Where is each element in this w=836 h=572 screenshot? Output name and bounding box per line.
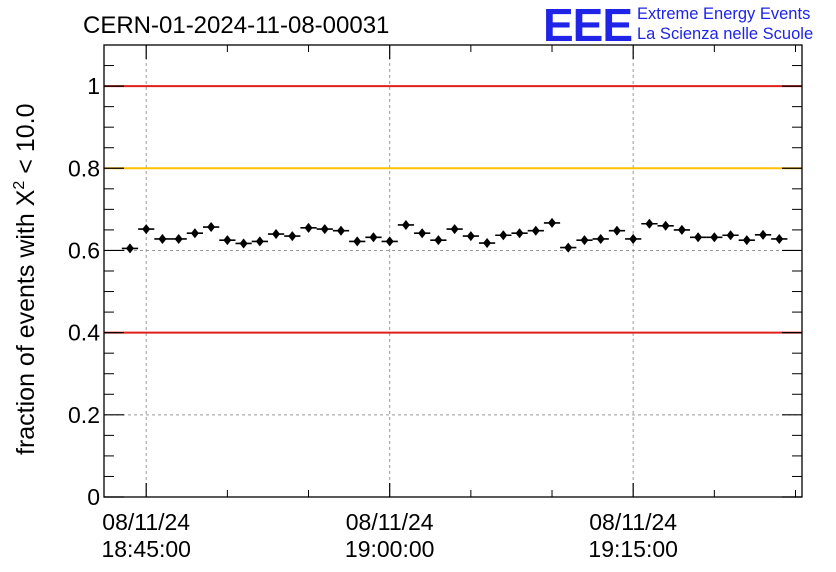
x-tick-time: 18:45:00	[101, 536, 191, 562]
data-point	[381, 236, 398, 247]
y-axis-label: fraction of events with X2 < 10.0	[11, 104, 40, 455]
data-point	[641, 218, 658, 229]
x-tick-date: 08/11/24	[346, 509, 434, 535]
data-point	[560, 242, 577, 253]
data-point	[203, 222, 220, 233]
plot-frame	[103, 44, 803, 498]
data-point	[332, 225, 350, 236]
x-tick-date: 08/11/24	[589, 509, 677, 535]
x-tick-time: 19:15:00	[588, 536, 678, 562]
eee-logo-line1: Extreme Energy Events	[637, 5, 810, 23]
data-point	[170, 233, 187, 244]
data-point	[300, 222, 317, 233]
x-tick-date: 08/11/24	[102, 509, 190, 535]
data-point	[365, 232, 382, 243]
data-point	[771, 233, 788, 244]
x-tick-labels: 08/11/2418:45:0008/11/2419:00:0008/11/24…	[101, 509, 678, 562]
data-point	[397, 219, 415, 230]
y-axis-label-symbol: X	[12, 189, 40, 206]
axis-ticks	[104, 44, 802, 498]
data-point	[154, 233, 171, 244]
y-tick-label: 0.6	[68, 237, 100, 263]
data-point	[722, 230, 739, 241]
data-point	[689, 232, 707, 243]
chart-title: CERN-01-2024-11-08-00031	[83, 12, 389, 39]
data-point	[462, 231, 479, 242]
data-point	[446, 224, 463, 235]
data-point	[219, 235, 236, 246]
y-tick-label: 0.2	[68, 402, 100, 428]
y-axis-label-exponent: 2	[11, 181, 28, 190]
data-point	[608, 225, 626, 236]
data-point	[527, 225, 544, 236]
eee-logo: EEE Extreme Energy Events La Scienza nel…	[543, 0, 813, 51]
y-tick-labels: 0 0.2 0.4 0.6 0.8 1	[68, 73, 100, 510]
data-point	[754, 229, 772, 240]
eee-logo-line2: La Scienza nelle Scuole	[637, 25, 813, 43]
data-point	[625, 233, 642, 244]
y-tick-label: 0.4	[68, 320, 100, 346]
data-point	[186, 228, 204, 239]
data-point	[738, 235, 755, 246]
x-tick-time: 19:00:00	[345, 536, 435, 562]
data-point	[316, 224, 333, 235]
data-point	[673, 224, 690, 235]
data-point	[511, 228, 528, 239]
data-point	[430, 235, 447, 246]
eee-logo-mark: EEE	[543, 0, 632, 51]
data-point	[284, 231, 301, 242]
data-point	[478, 238, 496, 249]
data-point	[592, 233, 609, 244]
data-point	[267, 229, 285, 240]
y-tick-label: 0	[87, 484, 100, 510]
data-point	[576, 235, 593, 246]
data-point	[235, 238, 252, 249]
grid-lines	[104, 45, 802, 497]
data-point	[349, 236, 366, 247]
y-tick-label: 1	[87, 73, 100, 99]
y-axis-label-tail: < 10.0	[12, 104, 40, 181]
reference-lines	[104, 85, 802, 334]
data-point	[414, 228, 431, 239]
data-points	[121, 217, 788, 254]
data-point	[706, 232, 723, 243]
y-tick-label: 0.8	[68, 155, 100, 181]
data-point	[138, 224, 155, 235]
data-point	[657, 220, 674, 231]
data-point	[543, 217, 561, 228]
data-point	[495, 230, 512, 241]
y-axis-label-main: fraction of events with	[12, 206, 40, 455]
data-point	[121, 243, 139, 254]
data-point	[251, 236, 268, 247]
